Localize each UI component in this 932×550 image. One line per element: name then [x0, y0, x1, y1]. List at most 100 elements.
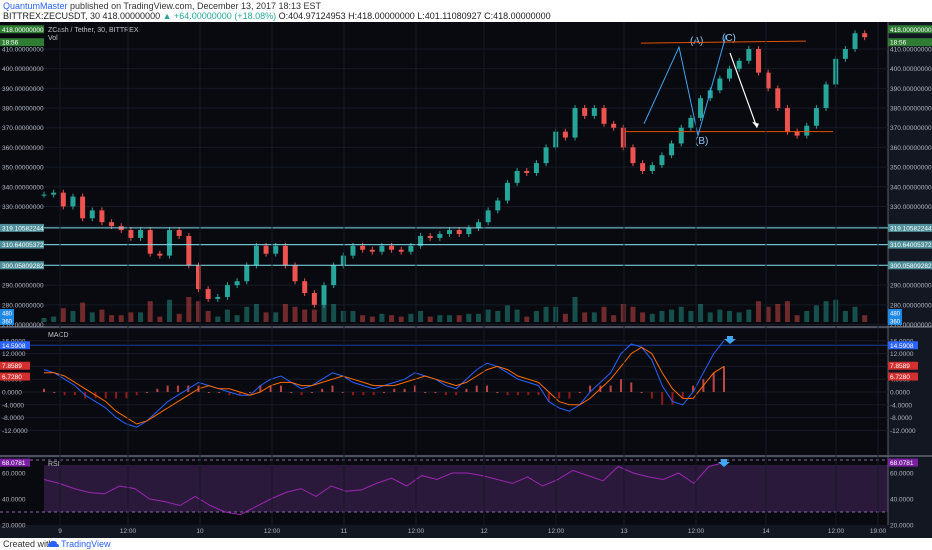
volume-bar: [804, 311, 810, 322]
current-price-tag: [888, 38, 932, 47]
candle-body: [601, 108, 607, 124]
candle-body: [398, 249, 404, 252]
level-tag-right: [888, 240, 932, 249]
rsi-band: [44, 465, 888, 512]
macd-value-tag-left-text: 14.5908: [2, 343, 26, 350]
macd-histogram-bar: [383, 392, 385, 393]
level-tag-right: [888, 223, 932, 232]
current-price-text: 18:56: [890, 40, 907, 47]
volume-bar: [273, 312, 279, 322]
macd-tick-label-left: -8.0000: [2, 415, 24, 422]
volume-bar: [727, 311, 733, 322]
volume-bar: [176, 313, 182, 322]
candle-body: [128, 230, 134, 238]
macd-value-tag-left: [0, 341, 30, 350]
volume-bar: [138, 312, 144, 322]
volume-bar: [823, 301, 829, 322]
candle-body: [138, 230, 144, 238]
candle-body: [466, 228, 472, 234]
volume-bar: [89, 312, 95, 322]
author-link[interactable]: QuantumMaster: [3, 1, 68, 11]
symbol-info-line: BITTREX:ZECUSDT, 30 418.00000000 ▲ +64.0…: [3, 11, 551, 21]
volume-bar: [495, 311, 501, 322]
price-tick-label-left: 290.00000000: [2, 283, 44, 290]
candle-body: [620, 127, 626, 148]
macd-tick-label: 0.0000: [890, 390, 910, 397]
macd-histogram-bar: [331, 385, 334, 392]
volume-bar: [331, 304, 337, 322]
volume-bar: [736, 312, 742, 322]
time-tick-label: 10: [196, 528, 204, 535]
wave-label-b: (B): [695, 136, 708, 147]
candle-body: [504, 182, 510, 201]
macd-value-tag: [888, 361, 918, 370]
candle-body: [437, 233, 443, 238]
macd-histogram-bar: [671, 392, 674, 405]
macd-histogram-bar: [578, 392, 581, 393]
volume-bar: [41, 318, 47, 322]
macd-histogram-bar: [527, 392, 530, 396]
candle-body: [784, 108, 790, 132]
macd-histogram-bar: [300, 392, 303, 396]
volume-bar: [765, 306, 771, 322]
price-tick-label: 280.00000000: [890, 302, 932, 309]
time-tick-label: 13: [620, 528, 628, 535]
time-tick-label: 12:00: [548, 528, 565, 535]
candle-body: [360, 245, 366, 250]
candle-body: [794, 131, 800, 136]
price-change: ▲ +64.00000000 (+18.08%): [162, 11, 277, 21]
macd-histogram-bar: [723, 366, 725, 392]
macd-histogram-bar: [650, 392, 653, 399]
price-tick-label-left: 370.00000000: [2, 125, 44, 132]
macd-histogram-bar: [537, 392, 540, 396]
current-price-text-left: 418.00000000: [2, 27, 44, 34]
volume-bar: [485, 309, 491, 322]
macd-tick-label: -12.0000: [890, 428, 916, 435]
symbol-price: BITTREX:ZECUSDT, 30 418.00000000: [3, 11, 161, 21]
candle-body: [456, 230, 462, 234]
candle-body: [408, 245, 414, 252]
candle-body: [263, 245, 269, 254]
volume-bar: [640, 312, 646, 322]
volume-bar: [784, 301, 790, 322]
rsi-value-tag: [888, 458, 918, 467]
volume-bar: [340, 311, 346, 322]
macd-tick-label-left: 12.0000: [2, 351, 26, 358]
macd-histogram-bar: [393, 388, 396, 392]
chart-title: ZCash / Tether, 30, BITTREX: [48, 27, 139, 34]
tradingview-link[interactable]: TradingView: [61, 539, 111, 549]
volume-bar: [99, 309, 105, 322]
rsi-tick-label: 40.0000: [890, 497, 914, 504]
macd-histogram-bar: [661, 392, 664, 405]
rsi-tick-label-left: 60.0000: [2, 471, 26, 478]
volume-bar: [669, 309, 675, 322]
candle-body: [311, 293, 317, 305]
volume-bar: [533, 311, 539, 322]
volume-bar: [70, 311, 76, 322]
volume-bar: [389, 315, 395, 322]
rsi-tick-label: 20.0000: [890, 523, 914, 530]
candle-body: [215, 296, 221, 299]
volume-bar: [447, 315, 453, 322]
candle-body: [543, 147, 549, 164]
volume-tag-right-text: 480: [890, 312, 901, 318]
price-tick-label: 410.00000000: [890, 47, 932, 54]
volume-bar: [514, 309, 520, 322]
price-tick-label: 270.00000000: [890, 322, 932, 329]
volume-bar: [244, 306, 250, 322]
candle-body: [727, 68, 733, 79]
macd-histogram-bar: [434, 392, 437, 393]
price-pane[interactable]: [0, 22, 888, 326]
candle-body: [176, 230, 182, 236]
candle-body: [611, 123, 617, 128]
candle-body: [418, 235, 424, 246]
macd-histogram-bar: [630, 382, 633, 392]
volume-bar: [456, 315, 462, 322]
candle-body: [582, 108, 588, 116]
macd-histogram-bar: [63, 392, 66, 396]
chart-canvas[interactable]: ZCash / Tether, 30, BITTREX Vol MACD RSI…: [0, 22, 932, 538]
macd-histogram-bar: [424, 392, 427, 393]
macd-histogram-bar: [290, 392, 293, 393]
volume-bar: [717, 309, 723, 322]
price-tick-label: 290.00000000: [890, 283, 932, 290]
